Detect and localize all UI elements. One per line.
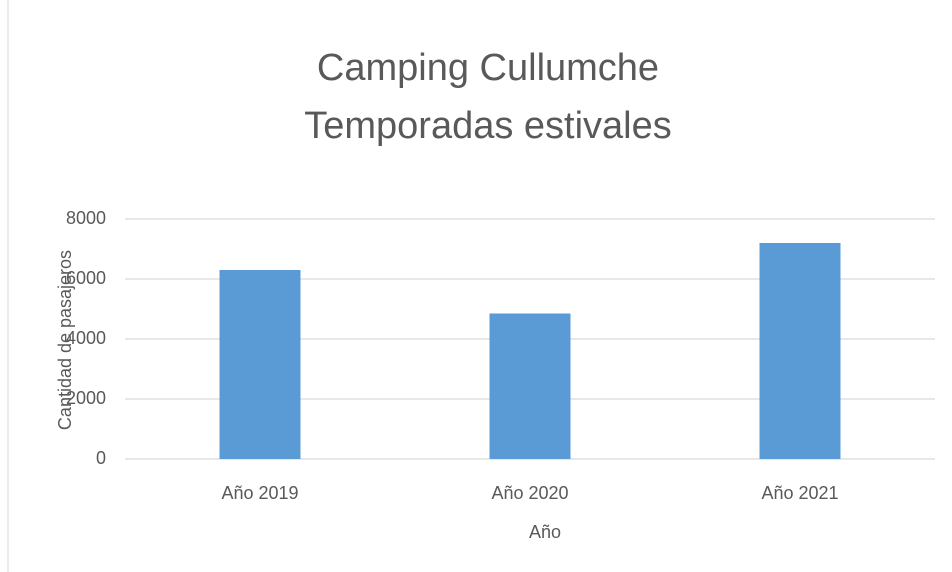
y-tick-label: 0 <box>96 448 106 468</box>
bar <box>219 270 301 459</box>
y-tick-label: 2000 <box>66 388 106 408</box>
x-tick-label: Año 2020 <box>491 483 568 503</box>
chart-title: Temporadas estivales <box>304 105 672 147</box>
bar <box>489 313 571 459</box>
y-axis-label: Cantidad de pasajeros <box>55 250 75 430</box>
chart-title: Camping Cullumche <box>317 47 659 89</box>
y-tick-label: 8000 <box>66 208 106 228</box>
y-tick-label: 6000 <box>66 268 106 288</box>
x-tick-label: Año 2019 <box>221 483 298 503</box>
x-tick-label: Año 2021 <box>761 483 838 503</box>
bar <box>759 243 841 459</box>
y-tick-label: 4000 <box>66 328 106 348</box>
x-axis-label: Año <box>529 522 561 542</box>
